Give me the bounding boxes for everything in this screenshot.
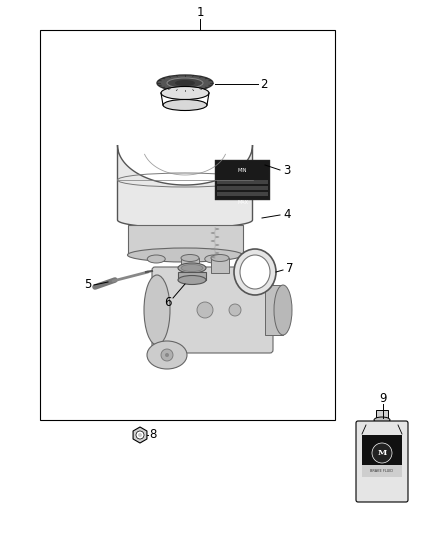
Ellipse shape xyxy=(178,263,206,273)
Text: 7: 7 xyxy=(286,262,294,274)
Text: MIN: MIN xyxy=(238,167,247,173)
Circle shape xyxy=(165,353,169,357)
Text: BRAKE FLUID: BRAKE FLUID xyxy=(371,469,393,473)
Circle shape xyxy=(161,349,173,361)
Text: BRAKE FLUID: BRAKE FLUID xyxy=(369,467,396,471)
Ellipse shape xyxy=(147,341,187,369)
Text: 9: 9 xyxy=(379,392,387,405)
Text: M: M xyxy=(378,449,387,457)
Circle shape xyxy=(197,302,213,318)
Bar xyxy=(178,272,206,280)
Text: MAX: MAX xyxy=(237,199,248,205)
Polygon shape xyxy=(133,427,147,443)
Bar xyxy=(217,186,268,190)
Ellipse shape xyxy=(147,255,165,263)
Bar xyxy=(376,410,388,422)
Ellipse shape xyxy=(181,264,203,271)
Bar xyxy=(181,258,199,273)
Bar xyxy=(217,192,268,196)
Bar xyxy=(215,160,270,200)
Circle shape xyxy=(372,443,392,463)
FancyBboxPatch shape xyxy=(356,421,408,502)
Ellipse shape xyxy=(175,80,195,86)
Circle shape xyxy=(229,304,241,316)
Polygon shape xyxy=(117,145,252,228)
Ellipse shape xyxy=(161,86,209,100)
Bar xyxy=(362,435,402,477)
Ellipse shape xyxy=(374,417,390,423)
Text: 2: 2 xyxy=(260,77,268,91)
Circle shape xyxy=(136,431,144,439)
Bar xyxy=(362,465,402,477)
Text: 4: 4 xyxy=(283,208,291,222)
Ellipse shape xyxy=(163,100,207,110)
Ellipse shape xyxy=(205,255,223,263)
Ellipse shape xyxy=(234,249,276,295)
Text: 3: 3 xyxy=(283,164,291,176)
Circle shape xyxy=(138,433,142,437)
FancyBboxPatch shape xyxy=(152,267,273,353)
Bar xyxy=(127,225,243,255)
Ellipse shape xyxy=(167,78,203,88)
Text: 1: 1 xyxy=(196,6,204,20)
Ellipse shape xyxy=(127,248,243,262)
Ellipse shape xyxy=(144,275,170,345)
Bar xyxy=(265,285,283,335)
Ellipse shape xyxy=(181,254,199,262)
Ellipse shape xyxy=(211,254,229,262)
Bar xyxy=(211,258,229,273)
Bar xyxy=(217,180,268,184)
Text: 5: 5 xyxy=(84,279,92,292)
Text: 6: 6 xyxy=(164,295,172,309)
Bar xyxy=(40,30,335,420)
Text: 8: 8 xyxy=(149,429,157,441)
Ellipse shape xyxy=(274,285,292,335)
Ellipse shape xyxy=(240,255,270,289)
Ellipse shape xyxy=(157,75,213,91)
Ellipse shape xyxy=(178,276,206,285)
